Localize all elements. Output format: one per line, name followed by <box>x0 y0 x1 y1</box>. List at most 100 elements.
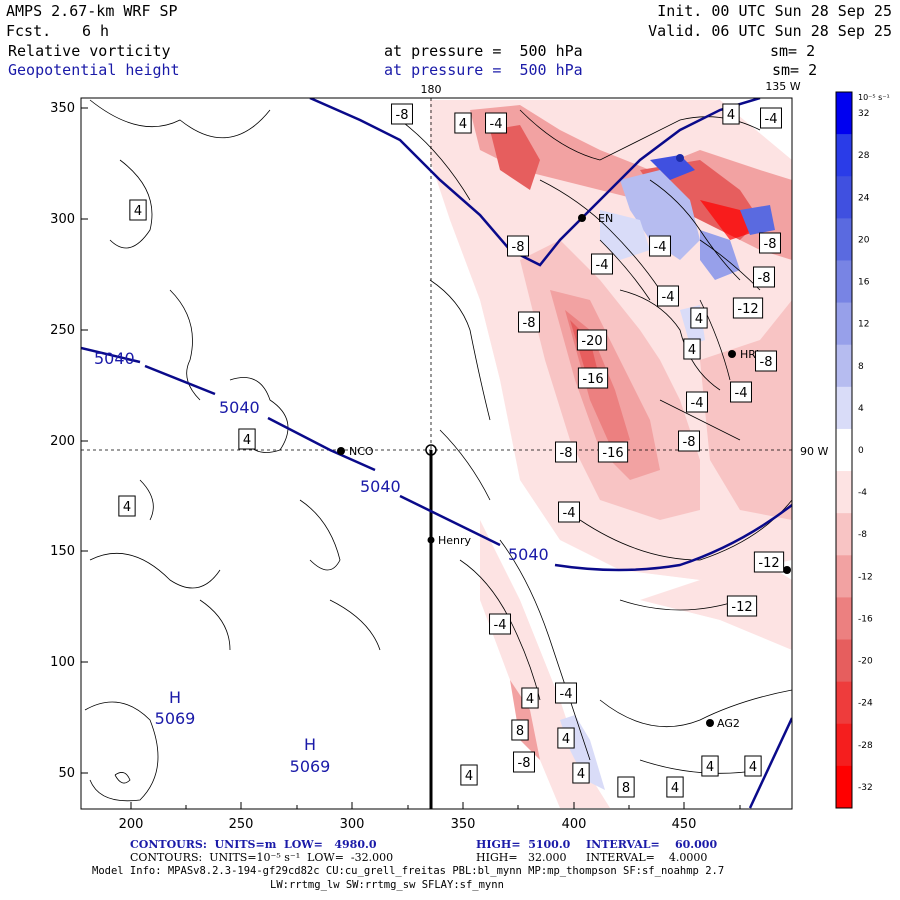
vorticity-contour-label: -8 <box>518 311 540 333</box>
field2-name: Geopotential height <box>8 61 180 79</box>
svg-text:-8: -8 <box>518 756 531 771</box>
svg-text:4: 4 <box>671 781 679 796</box>
axis-ticks <box>81 107 741 809</box>
height-label: 5040 <box>219 398 260 417</box>
vorticity-contour-label: -16 <box>577 367 609 389</box>
y-tick-label: 300 <box>50 212 75 227</box>
vorticity-contour-label: 4 <box>460 764 478 786</box>
vorticity-contour-label: 4 <box>666 776 684 798</box>
station-label: Henry <box>438 534 472 547</box>
svg-text:4: 4 <box>706 760 714 775</box>
y-tick-label: 200 <box>50 434 75 449</box>
svg-text:4: 4 <box>134 204 142 219</box>
colorbar-cell <box>836 134 852 177</box>
svg-text:-4: -4 <box>563 506 576 521</box>
contour2-interval: INTERVAL= 4.0000 <box>586 851 708 864</box>
svg-text:4: 4 <box>577 767 585 782</box>
contour2-info: CONTOURS: UNITS=10⁻⁵ s⁻¹ LOW= -32.000 <box>130 851 394 864</box>
vorticity-labels: -8 4 -4 4 -4 4 -8 -4 -4 -8 -4 -8 -12 -20 4 4 -16 -8 -4 -8 4 -… <box>118 103 785 798</box>
svg-text:4: 4 <box>465 769 473 784</box>
plot-frame <box>80 97 793 810</box>
colorbar-label: 4 <box>858 404 864 414</box>
high-pressure-mark: H <box>304 735 316 754</box>
svg-text:-8: -8 <box>396 108 409 123</box>
field2-level: at pressure = 500 hPa <box>384 61 583 79</box>
vorticity-contour-label: -8 <box>678 430 700 452</box>
init-time: Init. 00 UTC Sun 28 Sep 25 <box>657 2 892 20</box>
colorbar-label: -28 <box>858 741 873 751</box>
vorticity-contour-label: 4 <box>744 755 762 777</box>
forecast-label: Fcst. <box>6 22 52 40</box>
field1-name: Relative vorticity <box>8 42 171 60</box>
vorticity-contour-label: -8 <box>391 103 413 125</box>
vorticity-contour-label: 4 <box>722 103 740 125</box>
svg-text:4: 4 <box>727 108 735 123</box>
field1-smoothing: sm= 2 <box>770 42 816 60</box>
vorticity-contour-label: 4 <box>701 755 719 777</box>
y-tick-label: 250 <box>50 323 75 338</box>
colorbar-label: -24 <box>858 699 873 709</box>
svg-text:4: 4 <box>688 343 696 358</box>
colorbar-label: -20 <box>858 657 873 667</box>
contour1-info: CONTOURS: UNITS=m LOW= 4980.0 <box>130 838 377 851</box>
vorticity-contour-label: -8 <box>507 235 529 257</box>
field1-level: at pressure = 500 hPa <box>384 42 583 60</box>
high-pressure-value: 5069 <box>290 757 331 776</box>
svg-text:-8: -8 <box>764 237 777 252</box>
height-contours <box>81 98 792 809</box>
vorticity-contour-label: -20 <box>576 329 608 351</box>
lon-label-90w: 90 W <box>800 445 828 458</box>
station-marker <box>728 350 736 358</box>
vorticity-contour-label: -4 <box>649 235 671 257</box>
colorbar-cell <box>836 302 852 346</box>
height-label: 5040 <box>508 545 549 564</box>
contour2-high: HIGH= 32.000 <box>476 851 567 864</box>
colorbar-cell <box>836 723 852 767</box>
x-tick-label: 450 <box>672 817 697 832</box>
svg-text:4: 4 <box>749 760 757 775</box>
model-info: Model Info: MPASv8.2.3-194-gf29cd82c CU:… <box>92 865 725 877</box>
lon-label-180: 180 <box>421 83 442 96</box>
colorbar-cell <box>836 555 852 598</box>
vorticity-contour-label: 4 <box>118 495 136 517</box>
svg-text:4: 4 <box>243 433 251 448</box>
svg-text:-8: -8 <box>523 316 536 331</box>
colorbar-cell <box>836 92 852 135</box>
colorbar: 10⁻⁵ s⁻¹ 32 28 24 20 16 12 8 4 0 -4 -8 -12 -16 -20 -24… <box>835 91 890 809</box>
vorticity-contour-label: -4 <box>558 501 580 523</box>
vorticity-contour-label: -4 <box>591 253 613 275</box>
colorbar-label: 28 <box>858 151 870 161</box>
svg-text:-8: -8 <box>758 271 771 286</box>
svg-text:-4: -4 <box>490 117 503 132</box>
x-tick-label: 400 <box>562 817 587 832</box>
crosshair-marker <box>425 444 437 456</box>
svg-text:-16: -16 <box>602 446 623 461</box>
colorbar-label: 12 <box>858 320 869 330</box>
station-marker <box>427 536 435 544</box>
colorbar-cell <box>836 597 852 641</box>
height-labels: 5040 5040 5040 5040 <box>94 349 549 564</box>
svg-text:8: 8 <box>516 724 524 739</box>
vorticity-contour-label: -4 <box>760 107 782 129</box>
svg-text:-4: -4 <box>735 386 748 401</box>
positive-vorticity-shading <box>560 155 775 790</box>
station-marker <box>578 214 586 222</box>
station-marker <box>337 447 345 455</box>
model-title: AMPS 2.67-km WRF SP <box>6 2 178 20</box>
colorbar-label: -12 <box>858 572 873 582</box>
y-tick-label: 350 <box>50 101 75 116</box>
vorticity-contour-label: 4 <box>690 307 708 329</box>
map-fields <box>81 98 792 809</box>
y-tick-label: 100 <box>50 655 75 670</box>
vorticity-contour-label: 4 <box>521 687 539 709</box>
colorbar-label: 0 <box>858 446 864 456</box>
colorbar-label: 32 <box>858 109 869 119</box>
vorticity-contour-label: 4 <box>683 338 701 360</box>
vorticity-contour-label: -12 <box>726 595 758 617</box>
svg-text:-4: -4 <box>765 112 778 127</box>
lon-label-135w: 135 W <box>765 80 800 93</box>
svg-text:4: 4 <box>695 312 703 327</box>
svg-text:-4: -4 <box>494 618 507 633</box>
high-pressure-value: 5069 <box>155 709 196 728</box>
